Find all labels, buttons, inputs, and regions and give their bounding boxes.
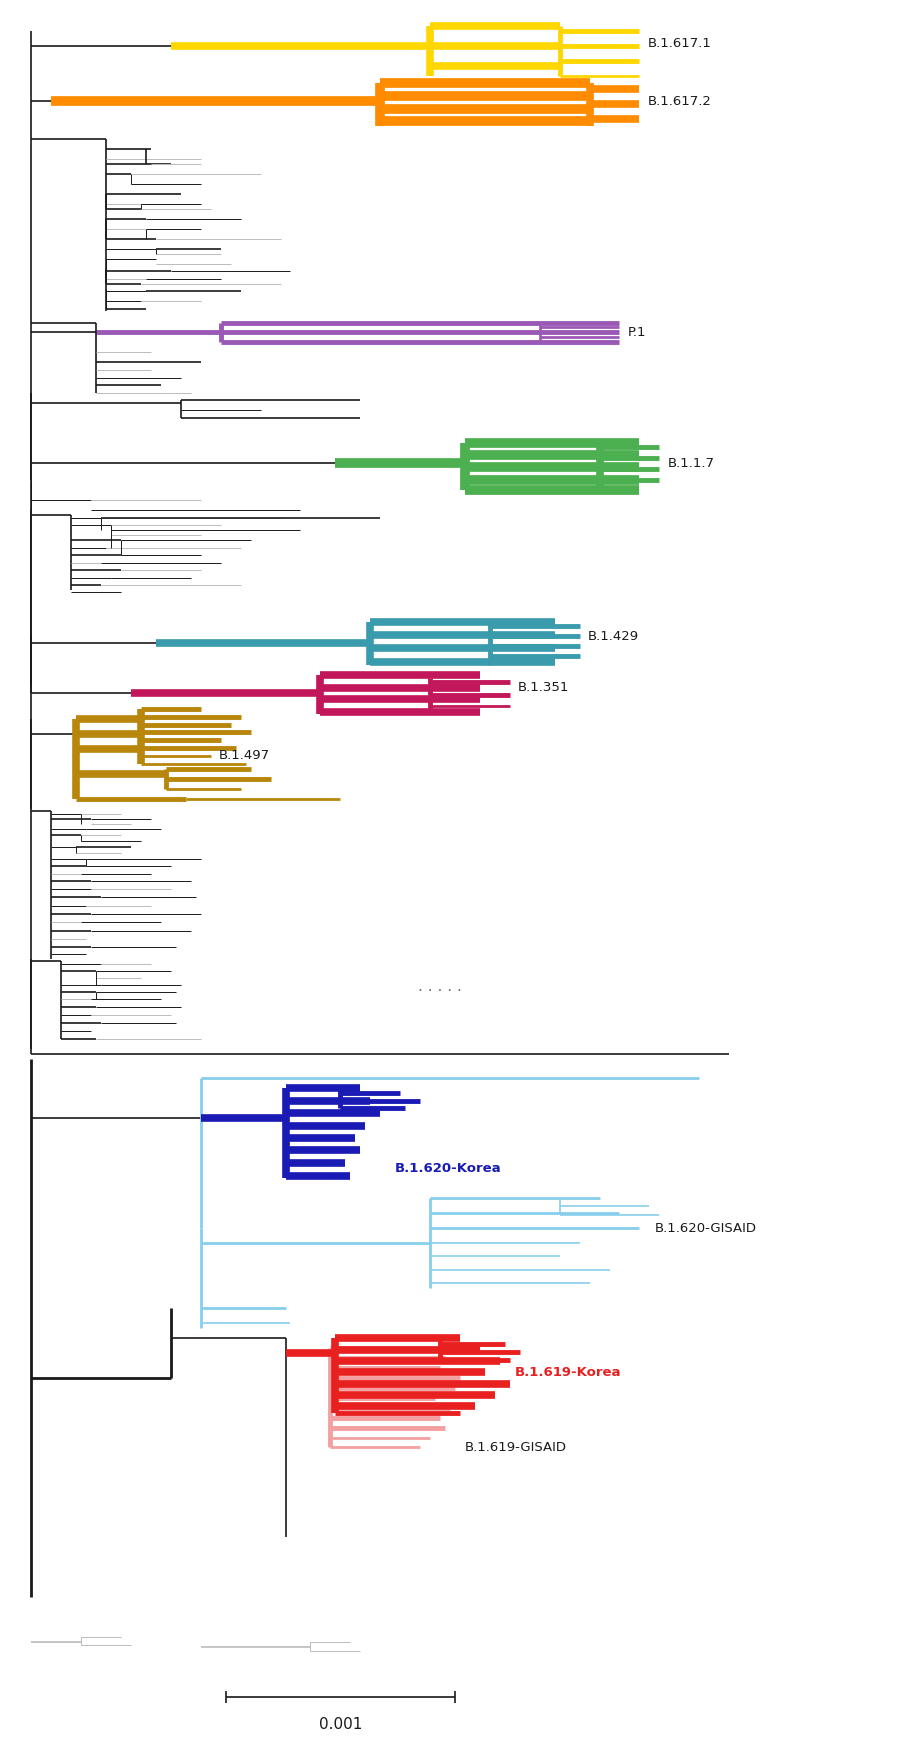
Text: B.1.617.1: B.1.617.1: [647, 36, 711, 50]
Text: 0.001: 0.001: [319, 1716, 362, 1732]
Text: B.1.620-GISAID: B.1.620-GISAID: [654, 1221, 756, 1235]
Text: P.1: P.1: [627, 327, 646, 339]
Text: B.1.497: B.1.497: [219, 749, 270, 763]
Text: B.1.617.2: B.1.617.2: [647, 94, 711, 108]
Text: B.1.351: B.1.351: [518, 681, 569, 695]
Text: B.1.619-GISAID: B.1.619-GISAID: [465, 1442, 567, 1454]
Text: . . . . .: . . . . .: [418, 980, 462, 994]
Text: B.1.1.7: B.1.1.7: [667, 457, 715, 469]
Text: B.1.429: B.1.429: [588, 631, 639, 643]
Text: B.1.620-Korea: B.1.620-Korea: [395, 1162, 502, 1174]
Text: B.1.619-Korea: B.1.619-Korea: [515, 1367, 621, 1379]
